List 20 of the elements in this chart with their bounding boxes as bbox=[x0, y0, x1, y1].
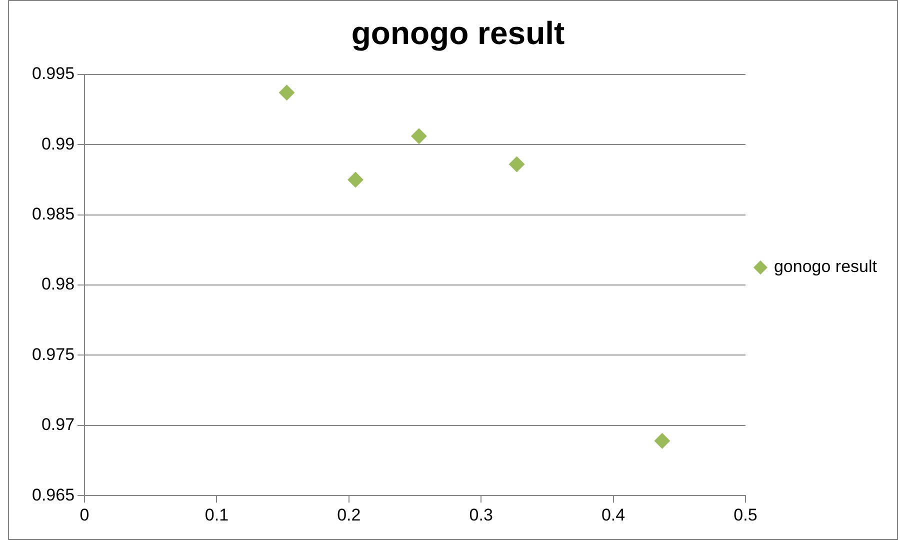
point bbox=[410, 128, 427, 144]
y-tick-label: 0.98 bbox=[41, 274, 75, 294]
point bbox=[278, 84, 295, 101]
y-tick-label: 0.97 bbox=[41, 415, 75, 434]
point bbox=[654, 432, 670, 449]
chart-title: gonogo result bbox=[351, 15, 565, 52]
point bbox=[508, 156, 525, 172]
legend-label: gonogo result bbox=[774, 257, 878, 276]
x-tick-label: 0.1 bbox=[204, 505, 229, 524]
y-tick-label: 0.985 bbox=[32, 204, 75, 224]
y-tick-label: 0.965 bbox=[32, 485, 75, 504]
y-tick-label: 0.975 bbox=[32, 344, 75, 364]
x-tick-label: 0.4 bbox=[601, 505, 626, 524]
y-tick-label: 0.995 bbox=[32, 64, 75, 84]
x-tick-label: 0.5 bbox=[734, 505, 758, 524]
x-tick-label: 0.2 bbox=[337, 505, 361, 524]
x-tick-label: 0 bbox=[80, 505, 90, 524]
point bbox=[348, 172, 364, 188]
y-tick-label: 0.99 bbox=[41, 134, 75, 154]
x-tick-label: 0.3 bbox=[469, 505, 493, 524]
